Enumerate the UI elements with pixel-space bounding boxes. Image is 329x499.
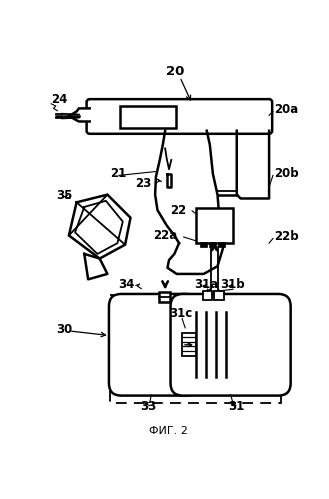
Bar [203,291,212,300]
Bar [196,209,233,243]
Text: 34: 34 [118,278,134,291]
Polygon shape [69,195,131,258]
Text: 31b: 31b [221,278,245,291]
Bar [215,291,224,300]
Polygon shape [69,108,90,121]
Text: 33: 33 [140,400,156,413]
Text: 20b: 20b [274,167,299,180]
Bar [159,292,170,302]
Text: 30: 30 [56,323,72,336]
Text: 22b: 22b [274,231,299,244]
Text: 24: 24 [51,93,67,106]
Bar [218,242,225,247]
Text: ФИГ. 2: ФИГ. 2 [149,426,188,436]
FancyBboxPatch shape [87,99,272,134]
Text: 21: 21 [110,167,126,180]
Text: 22: 22 [170,204,187,217]
Text: 31c: 31c [169,307,192,320]
Bar [209,242,216,247]
Bar [120,106,176,128]
Text: 20a: 20a [274,103,299,116]
FancyBboxPatch shape [109,294,198,396]
Bar [200,242,207,247]
Bar [110,295,281,403]
FancyBboxPatch shape [170,294,291,396]
Text: 35: 35 [56,189,72,202]
Text: 23: 23 [135,177,151,190]
Text: 20: 20 [166,65,184,78]
Polygon shape [84,254,107,279]
Text: 31: 31 [228,400,244,413]
Text: 31a: 31a [194,278,219,291]
Bar [182,333,196,356]
Polygon shape [167,174,171,187]
Text: 22a: 22a [153,229,177,242]
